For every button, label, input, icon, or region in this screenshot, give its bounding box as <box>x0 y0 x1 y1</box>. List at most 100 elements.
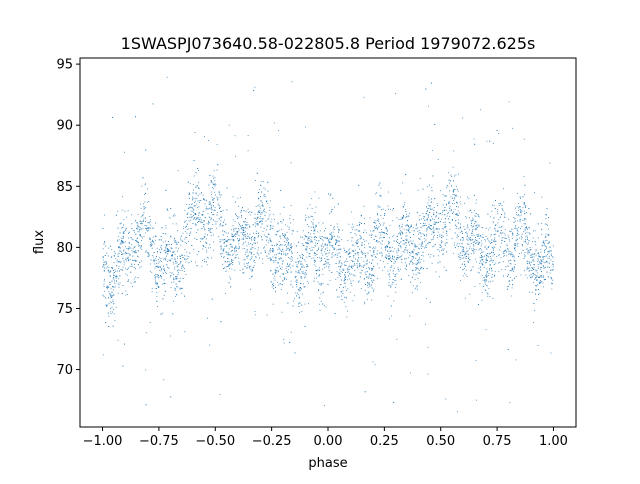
data-point <box>278 248 280 250</box>
data-point <box>460 257 462 259</box>
data-point <box>239 238 240 240</box>
data-point <box>163 268 165 270</box>
data-point <box>231 246 233 248</box>
data-point <box>155 288 157 289</box>
data-point <box>347 240 349 242</box>
data-point <box>473 225 475 227</box>
data-point <box>463 261 465 263</box>
data-point <box>394 261 396 263</box>
data-point <box>179 277 181 279</box>
data-point <box>299 255 301 257</box>
data-point <box>208 223 210 225</box>
data-point <box>263 187 265 189</box>
data-point <box>123 233 125 234</box>
data-point <box>258 204 260 206</box>
data-point <box>343 282 345 284</box>
data-point <box>127 256 129 258</box>
data-point <box>522 219 524 221</box>
data-point <box>410 236 412 238</box>
data-point <box>147 230 149 232</box>
data-point <box>356 229 358 231</box>
data-point <box>309 204 311 206</box>
data-point <box>492 221 494 223</box>
data-point <box>296 265 298 267</box>
data-point <box>397 250 399 252</box>
data-point <box>312 222 314 224</box>
data-point <box>323 304 325 306</box>
data-point <box>379 232 381 234</box>
data-point <box>375 246 377 248</box>
data-point <box>308 232 310 234</box>
data-point <box>550 250 552 252</box>
data-point <box>163 268 165 270</box>
data-point <box>361 244 363 246</box>
data-point <box>185 261 187 263</box>
data-point <box>523 138 525 140</box>
data-point <box>486 275 488 277</box>
data-point <box>481 263 483 265</box>
data-point <box>435 271 437 273</box>
data-point <box>107 285 109 287</box>
data-point <box>130 282 132 284</box>
data-point <box>442 253 444 255</box>
data-point <box>475 228 477 229</box>
data-point <box>305 265 307 267</box>
data-point <box>213 199 215 201</box>
data-point <box>466 234 468 236</box>
data-point <box>468 258 469 259</box>
data-point <box>154 278 156 280</box>
data-point <box>165 244 167 246</box>
data-point <box>252 270 253 272</box>
data-point <box>390 266 392 268</box>
data-point <box>243 238 245 240</box>
data-point <box>266 225 268 227</box>
data-point <box>236 254 238 255</box>
data-point <box>264 188 266 190</box>
data-point <box>387 270 389 272</box>
data-point <box>518 210 519 212</box>
data-point <box>467 243 469 245</box>
data-point <box>522 207 524 209</box>
data-point <box>270 257 272 259</box>
data-point <box>523 256 525 258</box>
data-point <box>270 225 272 226</box>
data-point <box>296 264 298 266</box>
data-point <box>109 245 111 247</box>
data-point <box>217 197 219 199</box>
data-point <box>305 214 307 216</box>
data-point <box>417 289 418 291</box>
data-point <box>368 292 370 294</box>
data-point <box>480 262 482 264</box>
data-point <box>269 251 271 253</box>
data-point <box>342 268 344 270</box>
data-point <box>203 199 205 200</box>
data-point <box>132 239 134 241</box>
data-point <box>412 252 414 254</box>
data-point <box>237 197 239 199</box>
data-point <box>514 218 516 220</box>
data-point <box>396 258 397 260</box>
data-point <box>191 216 193 218</box>
data-point <box>175 260 177 262</box>
data-point <box>153 243 155 245</box>
data-point <box>348 223 350 225</box>
data-point <box>198 206 200 208</box>
data-point <box>175 278 177 280</box>
data-point <box>402 233 404 235</box>
data-point <box>475 202 477 204</box>
data-point <box>439 236 441 238</box>
data-point <box>191 206 193 208</box>
data-point <box>195 261 196 263</box>
data-point <box>396 235 398 237</box>
data-point <box>170 250 171 252</box>
data-point <box>476 199 477 201</box>
data-point <box>199 201 200 203</box>
data-point <box>340 284 342 286</box>
data-point <box>313 230 315 232</box>
data-point <box>468 238 470 240</box>
data-point <box>157 274 159 276</box>
data-point <box>552 257 554 259</box>
data-point <box>425 323 426 325</box>
data-point <box>321 236 323 237</box>
data-point <box>473 138 475 140</box>
